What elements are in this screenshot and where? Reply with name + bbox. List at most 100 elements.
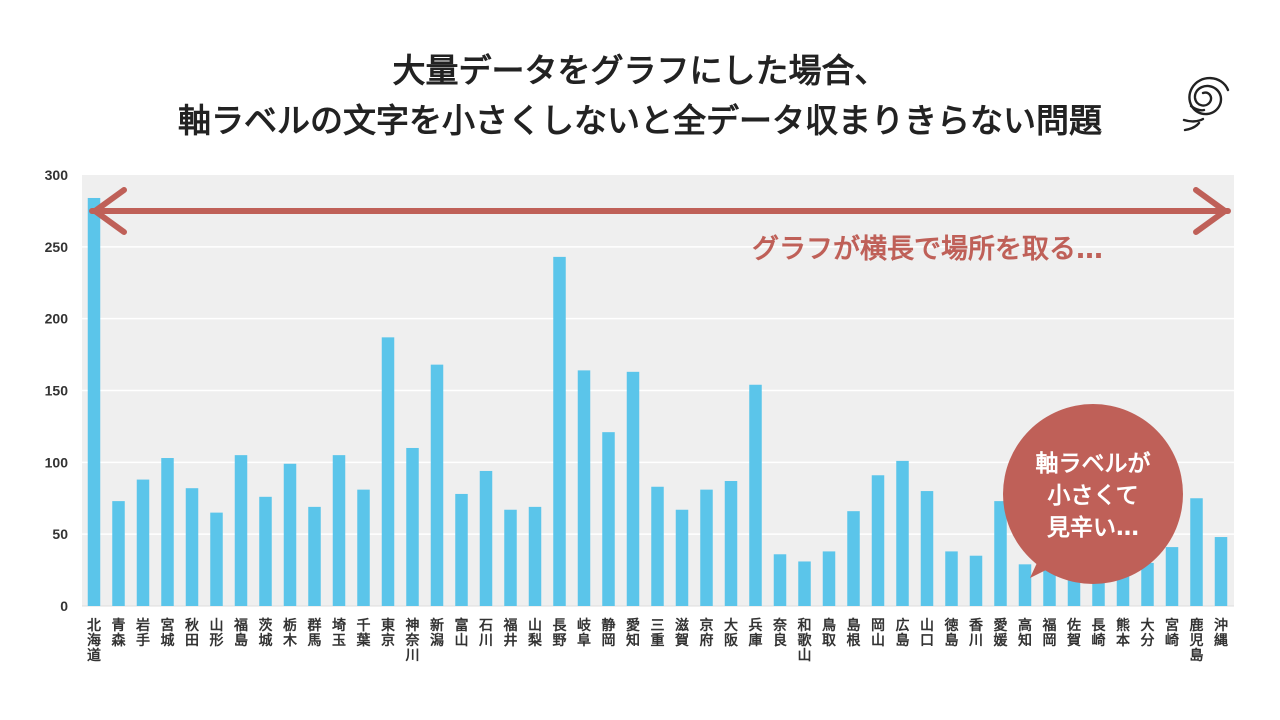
bar (847, 511, 860, 606)
bar (1165, 547, 1179, 606)
bar (1018, 564, 1032, 606)
x-tick-label: 神奈川 (405, 617, 421, 664)
x-tick-label: 千葉 (356, 617, 372, 649)
x-tick-label: 長野 (553, 618, 568, 649)
bar (1141, 562, 1154, 606)
bar (528, 506, 542, 606)
x-tick-label: 大分 (1141, 617, 1155, 649)
x-tick-label: 高知 (1018, 617, 1032, 649)
x-tick-label: 三重 (651, 618, 665, 649)
x-axis-ticks: 北海道青森岩手宮城秋田山形福島茨城栃木群馬埼玉千葉東京神奈川新潟富山石川福井山梨… (87, 617, 1228, 664)
bar (749, 384, 762, 606)
bar (626, 371, 640, 606)
bar (87, 197, 101, 606)
bar (969, 555, 983, 606)
bar (136, 479, 150, 606)
x-tick-label: 広島 (896, 617, 910, 649)
x-tick-label: 鳥取 (822, 617, 837, 649)
x-tick-label: 東京 (381, 617, 395, 649)
x-tick-label: 茨城 (259, 617, 273, 649)
x-tick-label: 佐賀 (1066, 617, 1081, 649)
x-tick-label: 鹿児島 (1189, 617, 1204, 664)
x-tick-label: 福井 (503, 617, 518, 649)
x-tick-label: 長崎 (1092, 618, 1107, 649)
bar (161, 458, 174, 606)
bar (283, 463, 297, 606)
x-tick-label: 岩手 (135, 617, 150, 649)
y-tick-label: 250 (45, 239, 69, 255)
x-tick-label: 沖縄 (1214, 617, 1228, 649)
y-axis-ticks: 0 50 100 150 200 250 300 (45, 167, 69, 614)
bar (406, 447, 419, 606)
x-tick-label: 山形 (210, 618, 224, 649)
y-tick-label: 0 (60, 598, 68, 614)
bar (210, 512, 223, 606)
x-tick-label: 愛知 (626, 617, 640, 649)
bar (675, 509, 689, 606)
x-tick-label: 島根 (847, 617, 862, 649)
bar (455, 493, 468, 606)
x-tick-label: 秋田 (185, 617, 200, 649)
bar (259, 496, 272, 606)
x-tick-label: 埼玉 (332, 617, 346, 649)
bar (112, 501, 125, 606)
x-tick-label: 山梨 (527, 618, 543, 649)
bar (651, 486, 664, 606)
bar (332, 455, 346, 606)
bar (234, 455, 248, 606)
y-tick-label: 150 (45, 383, 69, 399)
arrow-annotation: グラフが横長で場所を取る… (752, 233, 1103, 265)
bar (381, 337, 395, 606)
bar (308, 506, 321, 606)
x-tick-label: 群馬 (307, 617, 322, 649)
x-tick-label: 愛媛 (993, 617, 1009, 649)
bar (357, 489, 370, 606)
x-tick-label: 岡山 (871, 618, 885, 649)
y-tick-label: 300 (45, 167, 69, 183)
x-tick-label: 兵庫 (749, 617, 763, 649)
x-tick-label: 熊本 (1116, 617, 1131, 649)
bar (773, 554, 787, 606)
x-tick-label: 栃木 (282, 617, 298, 649)
bar (700, 489, 713, 606)
spiral-doodle-icon (1182, 76, 1230, 132)
x-tick-label: 岐阜 (577, 617, 592, 649)
bubble-line-2: 小さくて (1047, 483, 1138, 509)
bar (430, 364, 444, 606)
bar (871, 475, 885, 606)
speech-bubble: 軸ラベルが 小さくて 見辛い… (1003, 404, 1183, 584)
x-tick-label: 北海道 (87, 618, 101, 664)
bar (724, 481, 738, 606)
bar (602, 432, 615, 606)
x-tick-label: 宮崎 (1165, 617, 1179, 649)
y-tick-label: 50 (52, 526, 68, 542)
x-tick-label: 大阪 (724, 617, 739, 649)
bar (185, 488, 199, 606)
x-tick-label: 奈良 (772, 617, 788, 649)
bar (798, 561, 811, 606)
x-tick-label: 山口 (920, 618, 934, 649)
x-tick-label: 石川 (478, 618, 493, 649)
y-tick-label: 200 (45, 311, 69, 327)
x-tick-label: 宮城 (161, 617, 175, 649)
bar (504, 509, 517, 606)
x-tick-label: 京府 (700, 617, 714, 649)
x-tick-label: 青森 (112, 617, 127, 649)
bubble-line-1: 軸ラベルが (1036, 450, 1151, 477)
bar (1214, 537, 1228, 606)
bar (896, 460, 909, 606)
bar (577, 370, 591, 606)
bar (553, 256, 566, 606)
y-tick-label: 100 (45, 454, 69, 470)
x-tick-label: 福岡 (1042, 617, 1057, 649)
double-arrow-icon (89, 187, 1231, 235)
bar (479, 470, 493, 606)
x-tick-label: 福島 (233, 617, 248, 649)
chart-title-line2: 軸ラベルの文字を小さくしないと全データ収まりきらない問題 (178, 101, 1102, 140)
x-tick-label: 静岡 (602, 617, 616, 649)
bar (945, 551, 958, 606)
x-tick-label: 新潟 (430, 617, 444, 649)
bar (822, 551, 836, 606)
x-tick-label: 滋賀 (674, 617, 689, 649)
